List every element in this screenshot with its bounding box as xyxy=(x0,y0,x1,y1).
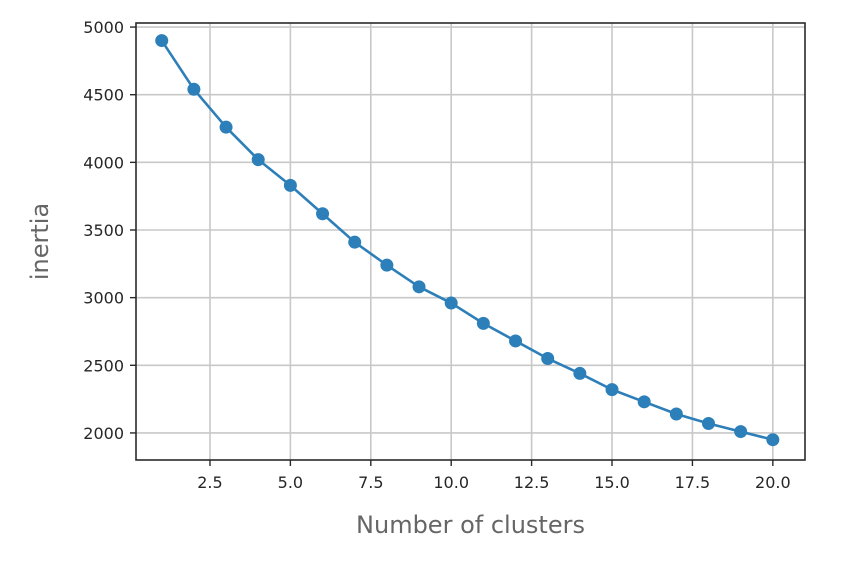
x-tick-label: 20.0 xyxy=(755,473,791,492)
data-point xyxy=(766,433,780,447)
tick-layer: 2.5 5.0 7.5 10.0 12.5 15.0 17.5 20.0 2000 2500 300… xyxy=(83,18,790,492)
y-tick-label: 4000 xyxy=(83,153,124,172)
data-point xyxy=(573,366,587,380)
y-tick-label: 2500 xyxy=(83,356,124,375)
y-tick-label: 2000 xyxy=(83,424,124,443)
data-point xyxy=(476,316,490,330)
series-line xyxy=(160,39,774,441)
x-tick-label: 10.0 xyxy=(433,473,469,492)
y-axis-title: inertia xyxy=(26,203,54,280)
data-point xyxy=(316,207,330,221)
x-axis-title: Number of clusters xyxy=(356,511,585,539)
x-tick-label: 2.5 xyxy=(197,473,222,492)
y-tick-label: 5000 xyxy=(83,18,124,37)
data-point xyxy=(187,82,201,96)
data-point xyxy=(541,352,555,366)
data-point xyxy=(380,258,394,272)
data-point xyxy=(283,178,297,192)
plot-frame xyxy=(135,22,806,461)
data-point xyxy=(605,383,619,397)
data-point xyxy=(155,34,169,48)
data-point xyxy=(219,120,233,134)
x-tick-label: 17.5 xyxy=(675,473,711,492)
data-point xyxy=(251,153,265,167)
data-point xyxy=(444,296,458,310)
grid-layer xyxy=(136,23,805,460)
data-point xyxy=(734,425,748,439)
y-tick-label: 4500 xyxy=(83,86,124,105)
data-point xyxy=(637,395,651,409)
data-point xyxy=(412,280,426,294)
x-tick-label: 15.0 xyxy=(594,473,630,492)
data-point xyxy=(702,416,716,430)
x-tick-label: 7.5 xyxy=(358,473,383,492)
x-tick-label: 12.5 xyxy=(514,473,550,492)
y-tick-label: 3500 xyxy=(83,221,124,240)
series-layer xyxy=(155,34,780,447)
data-point xyxy=(348,235,362,249)
data-point xyxy=(669,407,683,421)
x-tick-label: 5.0 xyxy=(278,473,303,492)
data-point xyxy=(509,334,523,348)
y-tick-label: 3000 xyxy=(83,289,124,308)
